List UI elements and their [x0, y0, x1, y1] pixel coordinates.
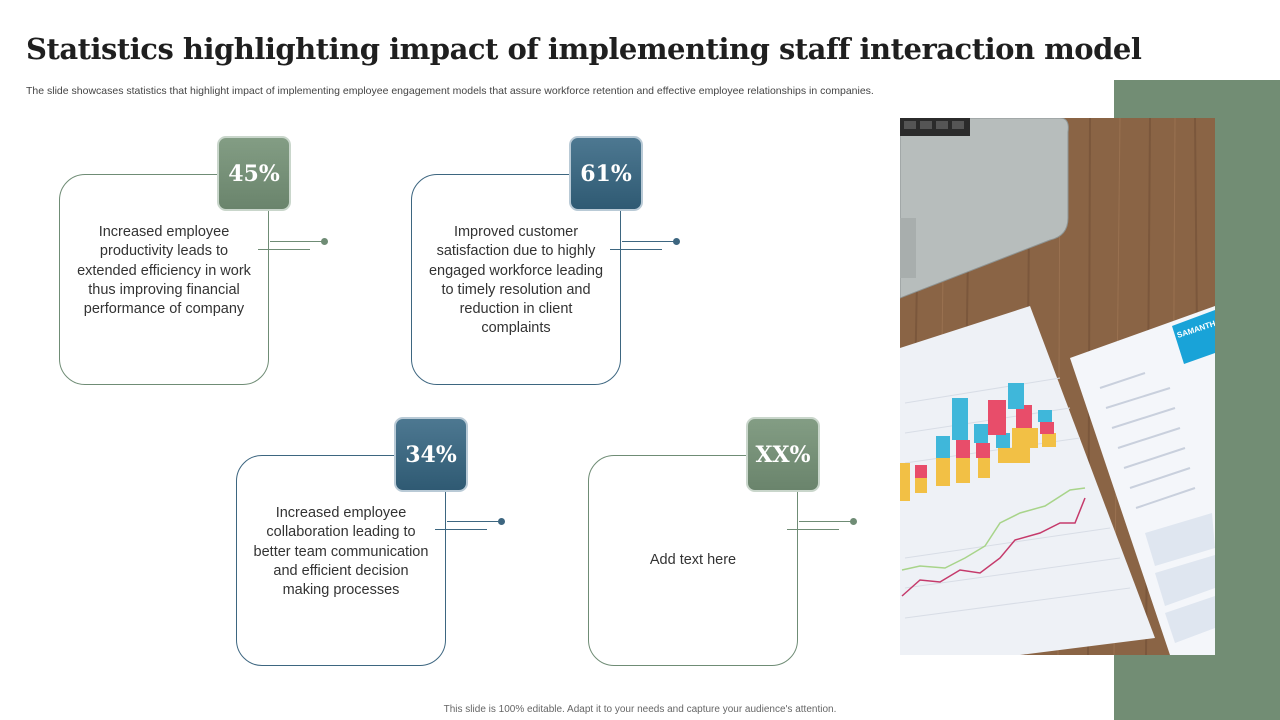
stat-4-badge: XX%	[746, 417, 820, 492]
slide-footer: This slide is 100% editable. Adapt it to…	[443, 704, 837, 715]
stat-3-connector-dot	[498, 518, 505, 525]
stat-1-connector-bottom	[258, 249, 310, 250]
stat-1-connector-top	[270, 241, 322, 242]
stat-2-connector-top	[622, 241, 674, 242]
stat-2-description: Improved customer satisfaction due to hi…	[428, 224, 604, 337]
stat-4-connector-dot	[850, 518, 857, 525]
stat-1-badge: 45%	[217, 136, 291, 211]
stat-3-badge: 34%	[394, 417, 468, 492]
stat-4-description: Add text here	[649, 552, 737, 568]
stat-1-connector-dot	[321, 238, 328, 245]
stat-3-description: Increased employee collaboration leading…	[253, 505, 429, 599]
stat-4-connector-top	[799, 521, 851, 522]
desk-photo: SAMANTHA BLACK	[900, 118, 1215, 655]
stat-2-badge: 61%	[569, 136, 643, 211]
stat-1-description: Increased employee productivity leads to…	[77, 224, 251, 318]
stat-4-connector-bottom	[787, 529, 839, 530]
slide-subtitle: The slide showcases statistics that high…	[26, 85, 874, 97]
stat-3-connector-top	[447, 521, 499, 522]
stat-3-connector-bottom	[435, 529, 487, 530]
stat-2-connector-dot	[673, 238, 680, 245]
stat-2-connector-bottom	[610, 249, 662, 250]
slide-title: Statistics highlighting impact of implem…	[26, 32, 1142, 66]
